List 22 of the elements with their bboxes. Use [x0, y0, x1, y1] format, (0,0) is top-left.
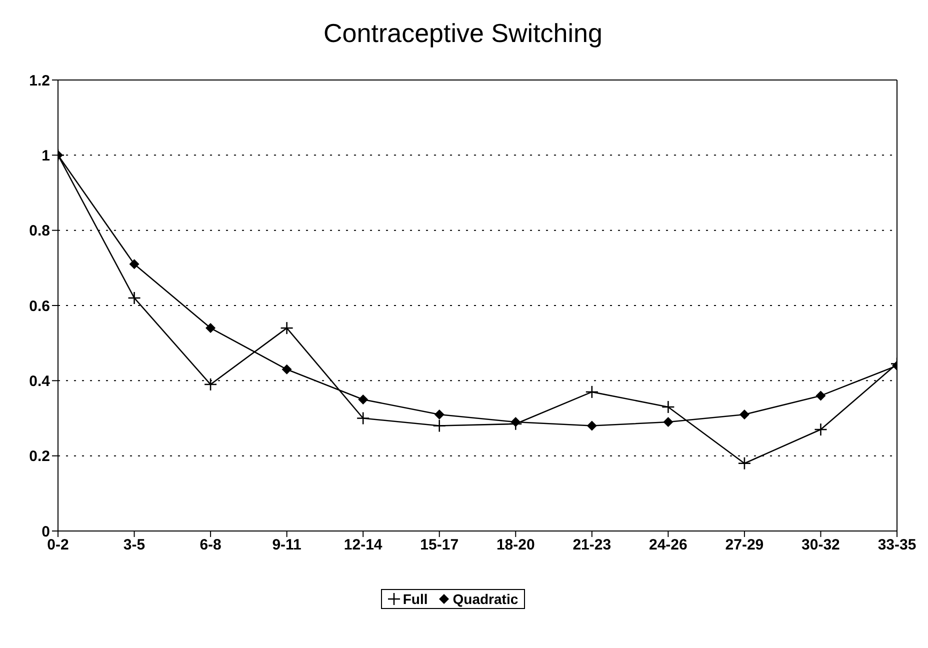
x-tick-label: 24-26	[648, 536, 688, 554]
y-tick-label: 1	[42, 147, 50, 164]
x-tick-label: 15-17	[420, 536, 459, 554]
x-tick-label: 18-20	[496, 536, 535, 554]
x-tick-label: 0-2	[47, 536, 69, 554]
x-tick-label: 21-23	[572, 536, 612, 554]
x-tick-label: 30-32	[802, 536, 840, 554]
y-tick-label: 1.2	[29, 72, 50, 90]
x-tick-label: 33-35	[878, 536, 916, 554]
x-tick-label: 3-5	[123, 536, 146, 554]
x-tick-label: 12-14	[344, 536, 383, 554]
y-tick-label: 0.6	[29, 298, 50, 315]
y-tick-label: 0	[42, 523, 50, 540]
y-tick-label: 0.8	[29, 222, 50, 240]
chart-title: Contraceptive Switching	[322, 18, 604, 49]
legend-label: Full	[402, 591, 428, 607]
x-tick-label: 9-11	[272, 536, 302, 554]
y-tick-label: 0.4	[29, 372, 51, 390]
legend-label: Quadratic	[452, 591, 518, 607]
x-tick-label: 6-8	[200, 536, 222, 554]
x-tick-label: 27-29	[725, 536, 764, 554]
y-tick-label: 0.2	[29, 448, 50, 466]
